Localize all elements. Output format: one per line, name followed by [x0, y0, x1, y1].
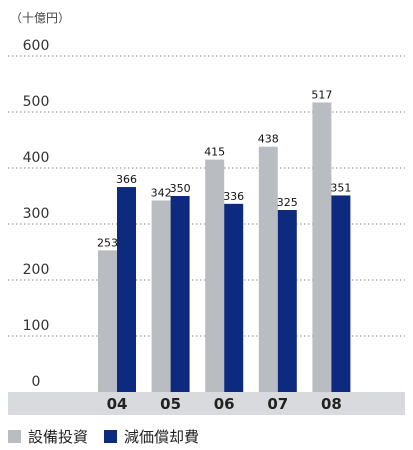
- bar-設備投資-05: [151, 200, 171, 392]
- data-label-減価償却費-07: 325: [277, 196, 298, 209]
- bar-設備投資-07: [258, 146, 278, 392]
- legend-label-depreciation: 減価償却費: [124, 428, 200, 446]
- data-label-減価償却費-05: 350: [170, 182, 191, 195]
- y-tick-label-300: 300: [23, 206, 50, 222]
- data-label-設備投資-08: 517: [311, 88, 332, 101]
- x-tick-label-07: 07: [267, 395, 288, 413]
- y-tick-label-100: 100: [23, 318, 50, 334]
- x-tick-label-08: 08: [321, 395, 342, 413]
- x-tick-label-05: 05: [160, 395, 181, 413]
- data-label-設備投資-04: 253: [97, 236, 118, 249]
- x-axis-band: [8, 392, 405, 415]
- legend-swatch-depreciation: [104, 430, 118, 443]
- x-axis-band-rect: [8, 392, 405, 415]
- data-label-減価償却費-08: 351: [330, 181, 351, 194]
- bar-設備投資-06: [205, 159, 225, 392]
- bar-設備投資-04: [98, 250, 117, 392]
- legend-item-capex: 設備投資: [8, 426, 88, 447]
- y-tick-label-200: 200: [23, 262, 50, 278]
- bar-減価償却費-04: [117, 187, 136, 392]
- bar-減価償却費-05: [170, 196, 190, 392]
- y-tick-label-0: 0: [32, 374, 41, 390]
- y-tick-label-600: 600: [23, 38, 50, 54]
- x-tick-label-06: 06: [214, 395, 235, 413]
- x-tick-label-04: 04: [107, 395, 128, 413]
- bar-設備投資-08: [312, 102, 332, 392]
- x-tick-labels: 04 05 06 07 08: [107, 395, 342, 413]
- legend-swatch-capex: [8, 430, 21, 443]
- data-label-減価償却費-06: 336: [223, 190, 244, 203]
- y-tick-label-400: 400: [23, 150, 50, 166]
- legend-item-depreciation: 減価償却費: [104, 426, 199, 447]
- bar-減価償却費-07: [277, 210, 297, 392]
- bar-減価償却費-08: [331, 195, 351, 392]
- legend-label-capex: 設備投資: [28, 428, 89, 446]
- data-label-設備投資-06: 415: [204, 146, 225, 159]
- bars: [98, 102, 351, 392]
- bar-減価償却費-06: [224, 203, 244, 392]
- y-tick-label-500: 500: [23, 94, 50, 110]
- data-label-減価償却費-04: 366: [116, 173, 137, 186]
- y-unit-label: （十億円）: [10, 11, 70, 25]
- legend: 設備投資 減価償却費: [8, 426, 215, 447]
- y-tick-labels: 0 100 200 300 400 500 600: [23, 38, 50, 390]
- data-label-設備投資-05: 342: [151, 186, 172, 199]
- data-label-設備投資-07: 438: [258, 133, 279, 146]
